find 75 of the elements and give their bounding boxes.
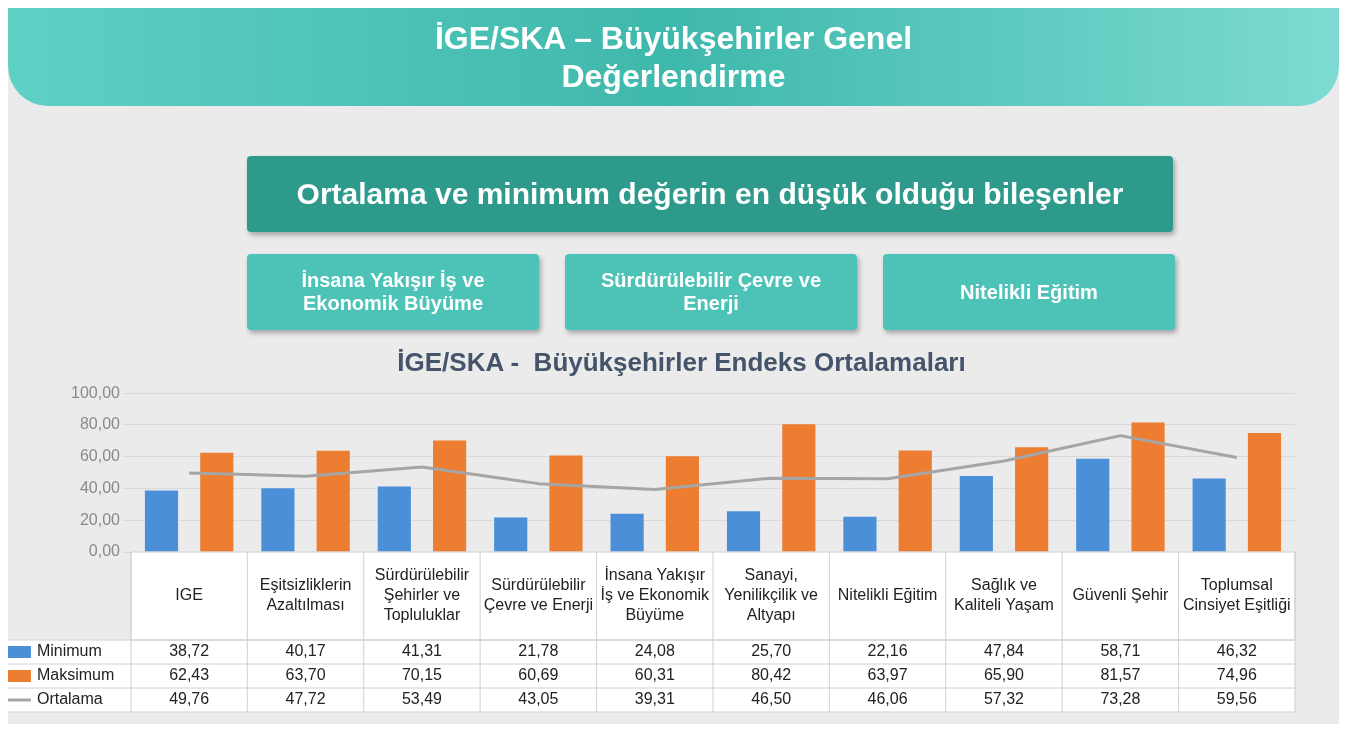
bar bbox=[377, 486, 411, 552]
data-label: 63,70 bbox=[285, 666, 326, 684]
data-label: 47,72 bbox=[285, 690, 326, 708]
bar bbox=[898, 450, 932, 552]
data-label: 60,31 bbox=[634, 666, 675, 684]
bar bbox=[1076, 458, 1110, 552]
bar bbox=[1131, 422, 1165, 552]
data-label: 43,05 bbox=[518, 690, 559, 708]
x-tick-label: IGE bbox=[175, 586, 203, 604]
data-label: 49,76 bbox=[169, 690, 210, 708]
legend-label: Ortalama bbox=[36, 690, 103, 708]
legend-label: Minimum bbox=[36, 642, 102, 660]
data-label: 60,69 bbox=[518, 666, 559, 684]
data-label: 47,84 bbox=[983, 642, 1025, 660]
bar bbox=[261, 488, 295, 552]
x-tick-label: Sağlık ve Kaliteli Yaşam bbox=[954, 576, 1054, 614]
y-tick-label: 60,00 bbox=[79, 447, 121, 465]
data-label: 59,56 bbox=[1216, 690, 1257, 708]
bar bbox=[843, 516, 877, 552]
x-tick-label: Sanayi, Yenilikçilik ve Altyapı bbox=[724, 566, 819, 624]
data-label: 38,72 bbox=[169, 642, 210, 660]
bar bbox=[316, 450, 350, 552]
y-tick-label: 0,00 bbox=[88, 542, 121, 560]
bar bbox=[433, 440, 467, 552]
data-label: 57,32 bbox=[983, 690, 1025, 708]
x-tick-label: Nitelikli Eğitim bbox=[837, 586, 938, 604]
bar bbox=[726, 511, 761, 552]
data-label: 62,43 bbox=[169, 666, 210, 684]
text: İnsana Yakışır İş ve Ekonomik Büyüme bbox=[247, 254, 539, 330]
bar bbox=[1192, 478, 1226, 552]
x-tick-label: Eşitsizliklerin Azaltılması bbox=[259, 576, 352, 614]
data-label: 73,28 bbox=[1100, 690, 1141, 708]
x-tick-label: Toplumsal Cinsiyet Eşitliği bbox=[1183, 576, 1291, 614]
bar bbox=[782, 424, 816, 552]
data-label: 74,96 bbox=[1216, 666, 1257, 684]
data-label: 22,16 bbox=[867, 642, 908, 660]
data-label: 24,08 bbox=[634, 642, 675, 660]
data-label: 41,31 bbox=[401, 642, 443, 660]
y-tick-label: 100,00 bbox=[71, 383, 121, 401]
data-label: 40,17 bbox=[285, 642, 326, 660]
data-label: 53,49 bbox=[401, 690, 443, 708]
x-tick-label: İnsana Yakışır İş ve Ekonomik Büyüme bbox=[600, 565, 711, 624]
data-label: 81,57 bbox=[1100, 666, 1141, 684]
bar bbox=[610, 513, 644, 552]
text: Nitelikli Eğitim bbox=[883, 254, 1175, 330]
bar bbox=[494, 517, 528, 552]
data-label: 39,31 bbox=[634, 690, 675, 708]
x-tick-label: Sürdürülebilir Şehirler ve Topluluklar bbox=[374, 566, 470, 624]
data-label: 46,50 bbox=[751, 690, 792, 708]
data-label: 70,15 bbox=[401, 666, 443, 684]
data-label: 65,90 bbox=[983, 666, 1025, 684]
x-tick-label: Sürdürülebilir Çevre ve Enerji bbox=[483, 576, 594, 614]
bar bbox=[1015, 447, 1049, 552]
data-label: 25,70 bbox=[751, 642, 792, 660]
chart-subtitle: İGE/SKA – Büyükşehirler Genel Değerlendirme bbox=[433, 19, 914, 95]
data-label: 46,06 bbox=[867, 690, 908, 708]
y-tick-label: 80,00 bbox=[79, 415, 121, 433]
data-label: 58,71 bbox=[1100, 642, 1141, 660]
bar bbox=[1247, 432, 1282, 552]
data-label: 21,78 bbox=[518, 642, 559, 660]
text: Ortalama ve minimum değerin en düşük olduğu bileşenler bbox=[247, 156, 1173, 232]
data-label: 80,42 bbox=[751, 666, 792, 684]
data-label: 63,97 bbox=[867, 666, 908, 684]
chart-title: İGE/SKA - Büyükşehirler Endeks Ortalamaları bbox=[397, 346, 966, 377]
bar bbox=[665, 456, 699, 552]
legend-label: Maksimum bbox=[36, 666, 115, 684]
bar bbox=[200, 452, 234, 552]
text: Sürdürülebilir Çevre ve Enerji bbox=[565, 254, 857, 330]
data-label: 46,32 bbox=[1216, 642, 1257, 660]
bar bbox=[144, 490, 179, 552]
x-tick-label: Güvenli Şehir bbox=[1072, 586, 1170, 604]
bar bbox=[549, 455, 583, 552]
y-tick-label: 20,00 bbox=[79, 510, 121, 528]
bar bbox=[959, 476, 993, 552]
y-tick-label: 40,00 bbox=[79, 478, 121, 496]
